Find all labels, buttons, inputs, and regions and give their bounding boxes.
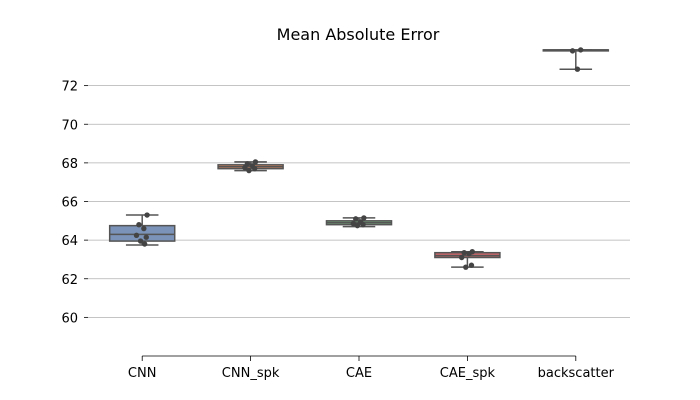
data-point xyxy=(463,264,469,270)
data-point xyxy=(133,232,140,238)
y-tick-label: 66 xyxy=(61,196,78,211)
box-group-backscatter xyxy=(542,47,610,72)
box-group-CNN xyxy=(108,212,176,247)
data-point xyxy=(461,249,467,256)
data-point xyxy=(350,221,357,227)
data-point xyxy=(141,225,147,232)
y-tick-label: 68 xyxy=(61,157,78,172)
box-group-CNN_spk xyxy=(217,159,284,174)
data-point xyxy=(354,222,361,229)
data-point xyxy=(459,254,465,261)
data-point xyxy=(137,238,144,244)
y-tick-label: 72 xyxy=(61,80,78,95)
y-tick-label: 60 xyxy=(61,311,78,326)
x-tick-label: backscatter xyxy=(538,366,615,381)
box-group-CAE_spk xyxy=(434,249,501,270)
grid-lines xyxy=(88,85,630,318)
data-point xyxy=(251,165,258,172)
data-point xyxy=(242,165,248,171)
data-point xyxy=(143,234,149,240)
x-tick-label: CAE xyxy=(346,366,372,381)
data-point xyxy=(246,167,252,174)
data-point xyxy=(353,216,359,222)
data-point xyxy=(360,221,366,228)
x-tick-label: CNN_spk xyxy=(222,366,280,381)
y-axis: 60 62 64 66 68 70 72 xyxy=(61,80,88,326)
box-group-CAE xyxy=(325,215,393,229)
y-tick-label: 62 xyxy=(61,273,78,288)
data-point xyxy=(244,161,251,167)
x-tick-label: CAE_spk xyxy=(440,366,496,381)
data-point xyxy=(577,47,584,53)
chart-title: Mean Absolute Error xyxy=(277,25,440,44)
boxes xyxy=(108,47,610,270)
data-point xyxy=(141,241,148,247)
y-tick-label: 64 xyxy=(61,234,78,249)
x-tick-label: CNN xyxy=(128,366,157,381)
data-point xyxy=(468,262,475,268)
data-point xyxy=(136,221,142,228)
y-tick-label: 70 xyxy=(61,118,78,133)
data-point xyxy=(569,48,576,54)
data-point xyxy=(574,66,581,72)
data-point xyxy=(361,215,367,221)
data-point xyxy=(144,212,150,218)
data-point xyxy=(252,159,259,165)
data-point xyxy=(466,250,472,257)
x-axis: CNN CNN_spk CAE CAE_spk backscatter xyxy=(128,355,615,381)
